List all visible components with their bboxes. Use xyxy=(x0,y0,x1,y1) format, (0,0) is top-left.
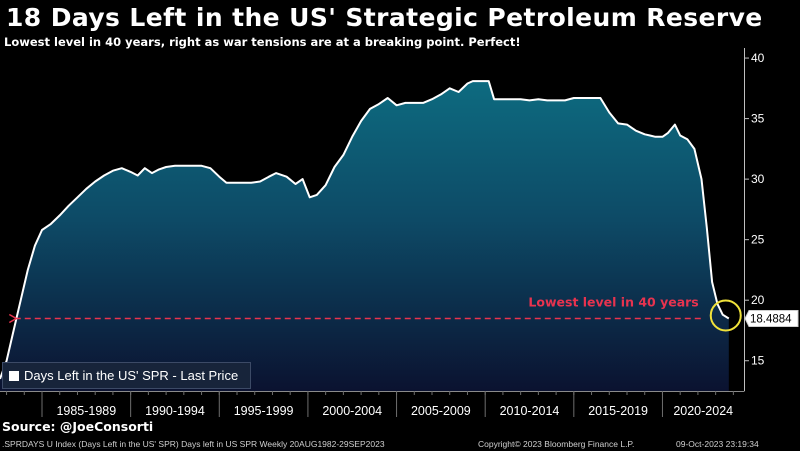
y-tick-label: 30 xyxy=(751,172,765,186)
area-fill xyxy=(0,81,729,391)
x-tick-label: 2015-2019 xyxy=(588,404,648,418)
y-tick-label: 40 xyxy=(751,51,765,65)
legend: Days Left in the US' SPR - Last Price xyxy=(2,362,251,389)
y-tick-label: 15 xyxy=(751,354,765,368)
annotation-label: Lowest level in 40 years xyxy=(528,294,698,309)
chart-title: 18 Days Left in the US' Strategic Petrol… xyxy=(6,3,763,32)
series-line xyxy=(0,80,730,380)
chart-subtitle: Lowest level in 40 years, right as war t… xyxy=(4,35,521,49)
x-tick-label: 1995-1999 xyxy=(234,404,294,418)
x-tick-label: 1990-1994 xyxy=(145,404,205,418)
x-tick-label: 2005-2009 xyxy=(411,404,471,418)
y-tick-label: 20 xyxy=(751,293,765,307)
source-credit: Source: @JoeConsorti xyxy=(2,419,154,434)
y-tick-label: 25 xyxy=(751,233,765,247)
y-tick-label: 35 xyxy=(751,112,765,126)
legend-label: Days Left in the US' SPR - Last Price xyxy=(24,368,239,383)
footer-index-info: .SPRDAYS U Index (Days Left in the US' S… xyxy=(2,439,385,449)
last-value-label: 18.4884 xyxy=(750,313,792,325)
last-value-tag xyxy=(744,309,799,327)
x-tick-label: 2010-2014 xyxy=(500,404,560,418)
x-tick-label: 2000-2004 xyxy=(322,404,382,418)
x-tick-label: 1985-1989 xyxy=(56,404,116,418)
legend-swatch xyxy=(9,370,19,381)
footer-copyright: Copyright© 2023 Bloomberg Finance L.P. xyxy=(478,439,635,449)
x-tick-label: 2020-2024 xyxy=(673,404,733,418)
footer-timestamp: 09-Oct-2023 23:19:34 xyxy=(676,439,759,449)
highlight-circle xyxy=(709,299,742,332)
